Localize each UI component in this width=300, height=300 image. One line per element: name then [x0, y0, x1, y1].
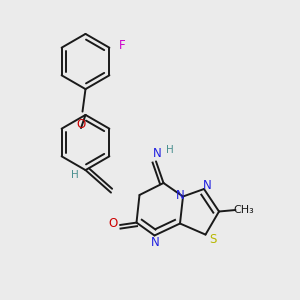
Text: CH₃: CH₃	[233, 205, 254, 215]
Text: H: H	[166, 145, 173, 155]
Text: N: N	[176, 189, 185, 203]
Text: H: H	[71, 170, 79, 181]
Text: F: F	[119, 39, 125, 52]
Text: N: N	[203, 179, 212, 192]
Text: O: O	[109, 217, 118, 230]
Text: N: N	[152, 147, 161, 161]
Text: N: N	[151, 236, 160, 249]
Text: S: S	[209, 232, 217, 246]
Text: O: O	[76, 118, 85, 131]
